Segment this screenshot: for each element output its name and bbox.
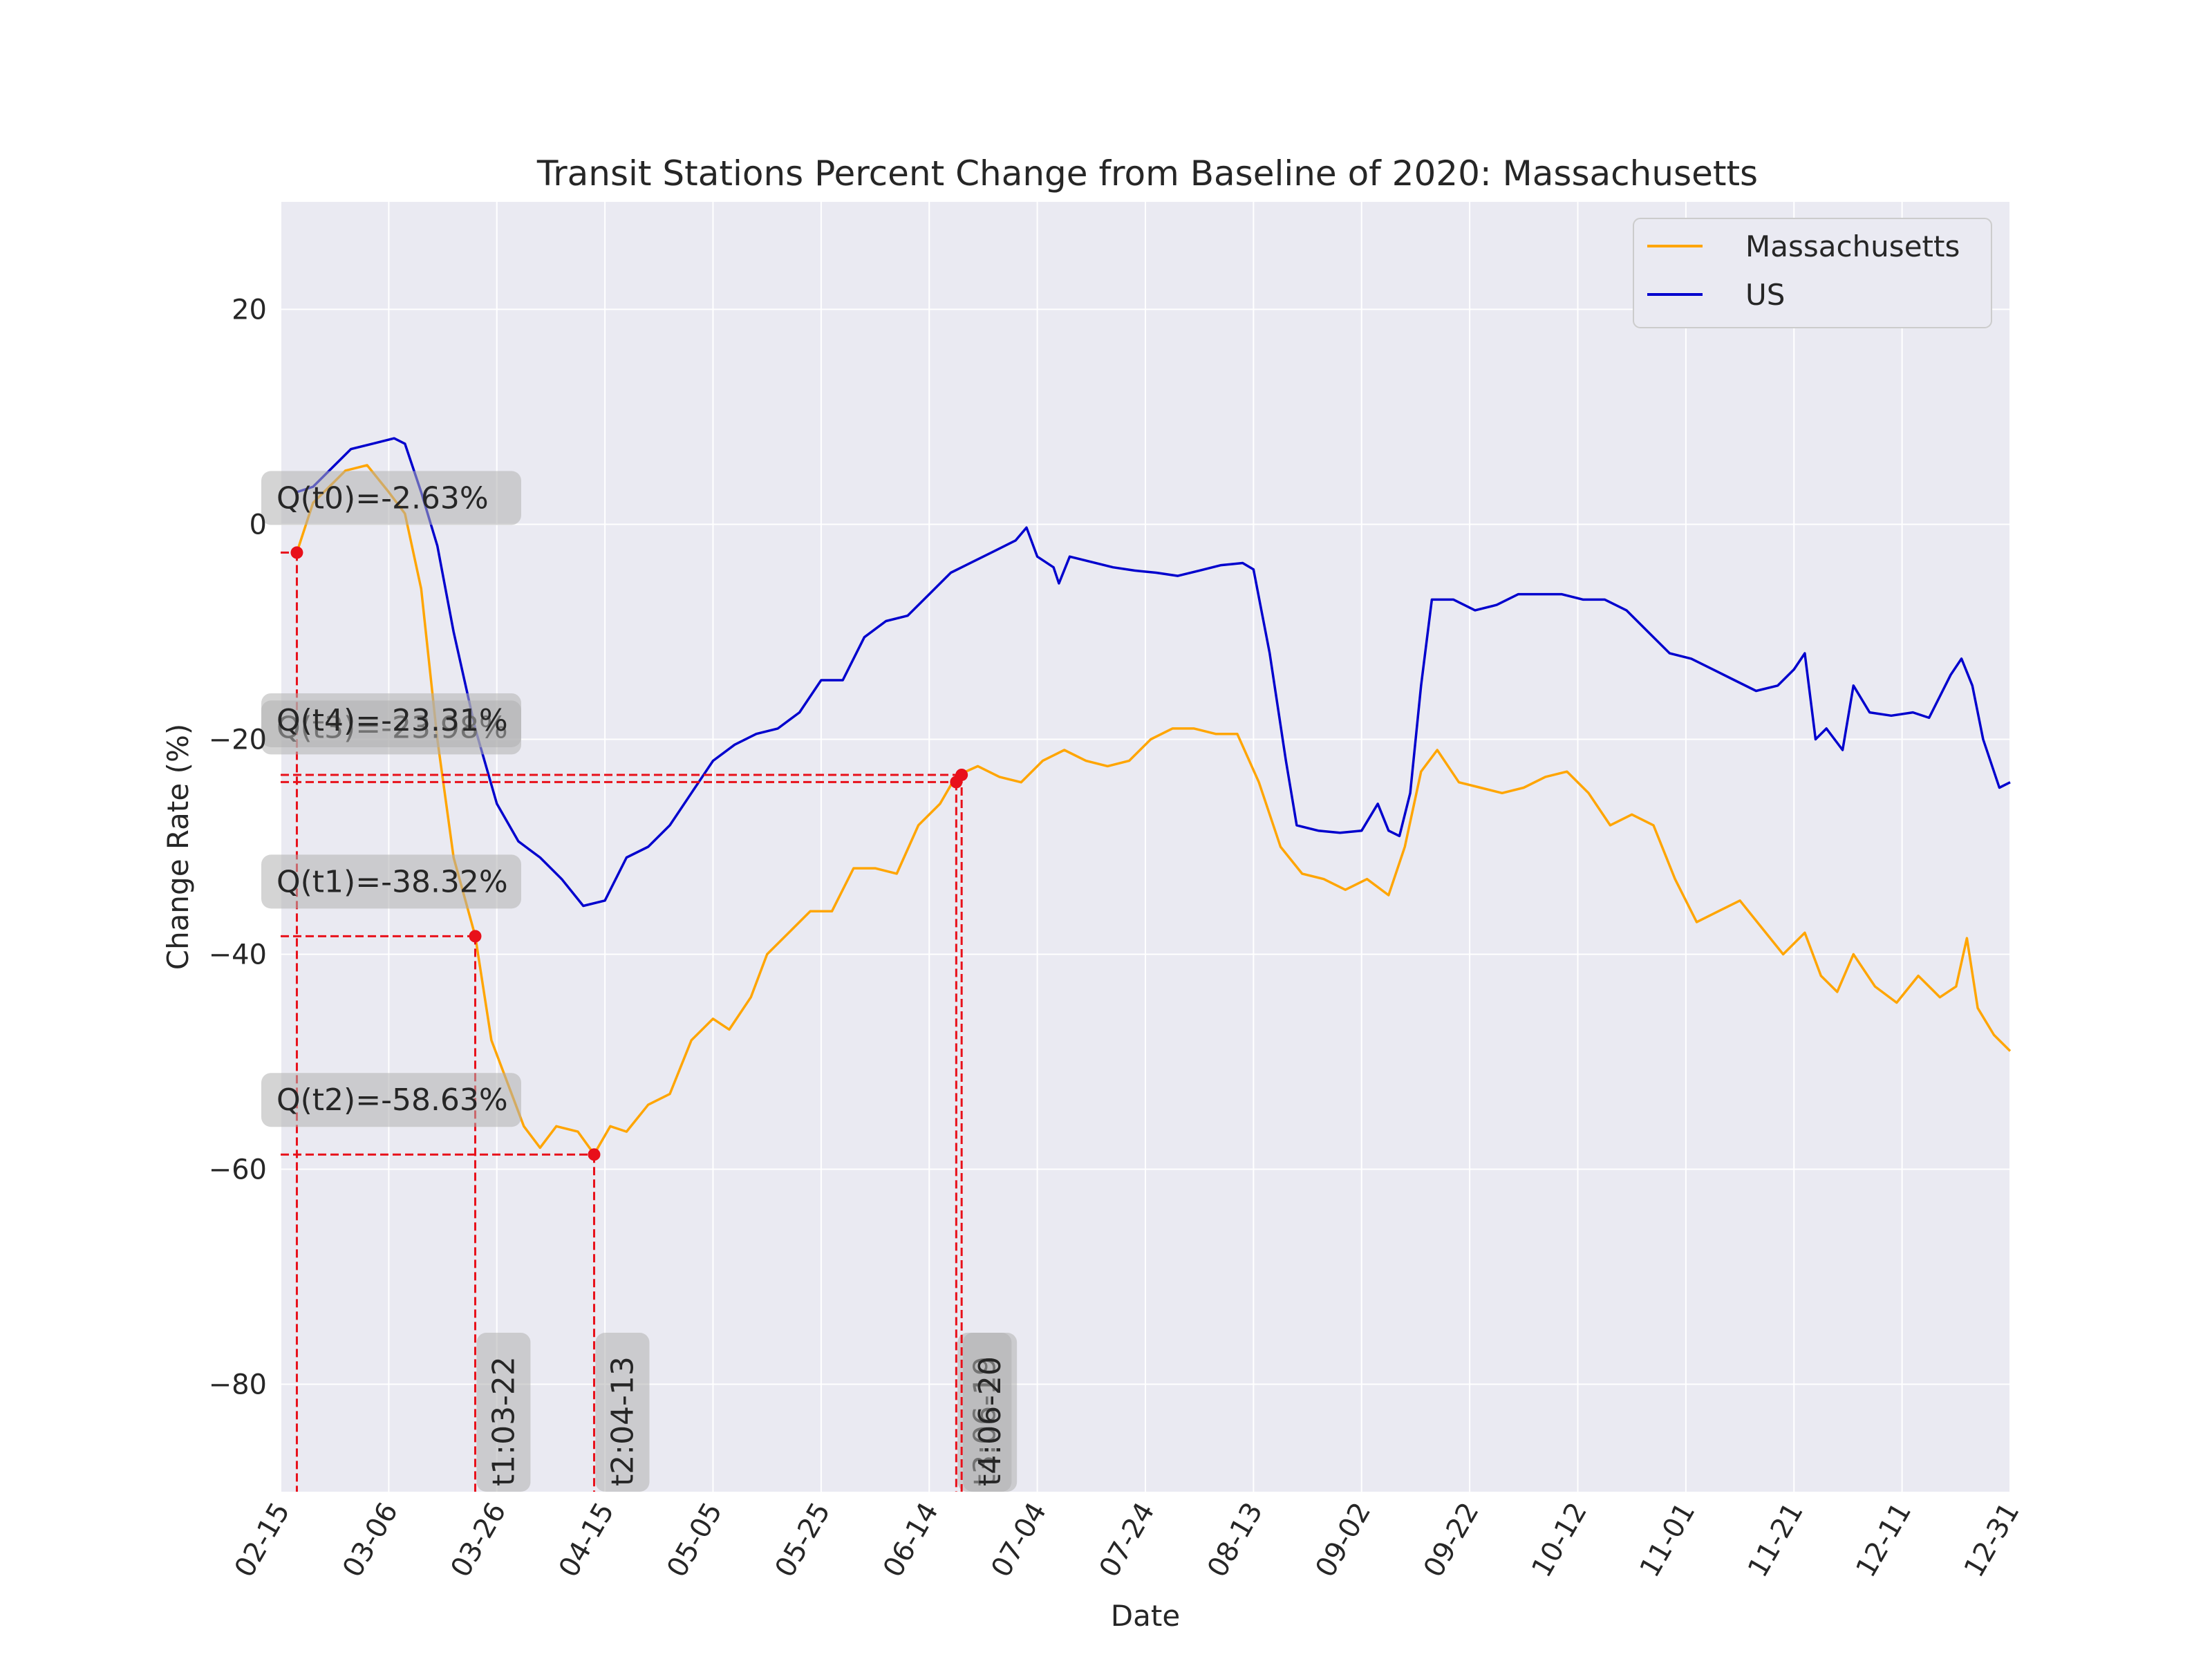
- legend-frame: [1633, 218, 1992, 328]
- value-callout-box-t4: [261, 693, 521, 747]
- y-axis-label: Change Rate (%): [161, 724, 195, 971]
- x-tick-label: 12-11: [1850, 1497, 1918, 1583]
- grid: [280, 202, 2011, 1492]
- y-tick-labels: 20 0 −20 −40 −60 −80: [209, 294, 267, 1401]
- point-marker-t1: [469, 930, 482, 943]
- date-callout-t1: t1:03-22: [486, 1356, 521, 1486]
- x-tick-label: 04-15: [553, 1497, 621, 1583]
- y-tick-label: −80: [209, 1369, 267, 1401]
- value-callout-t1: Q(t1)=-38.32%: [276, 864, 508, 899]
- x-tick-label: 10-12: [1526, 1497, 1593, 1583]
- date-callout-t2: t2:04-13: [605, 1356, 640, 1486]
- x-tick-label: 08-13: [1201, 1497, 1269, 1583]
- x-tick-label: 07-24: [1094, 1497, 1161, 1583]
- y-tick-label: −60: [209, 1154, 267, 1186]
- value-callout-t2: Q(t2)=-58.63%: [276, 1082, 508, 1118]
- x-tick-label: 03-26: [444, 1497, 512, 1583]
- legend-label-massachusetts: Massachusetts: [1745, 229, 1960, 263]
- x-tick-label: 11-21: [1742, 1497, 1810, 1583]
- y-tick-label: −20: [209, 724, 267, 756]
- series-lines: [295, 437, 2012, 1156]
- x-tick-label: 11-01: [1634, 1497, 1702, 1583]
- date-callout-box-t4: [963, 1333, 1018, 1492]
- value-callout-box-t1: [261, 854, 521, 909]
- x-tick-label: 03-06: [337, 1497, 404, 1583]
- y-tick-label: 20: [232, 294, 267, 326]
- series-line-us: [296, 437, 2011, 908]
- date-callout-box-t2: [595, 1333, 650, 1492]
- x-tick-label: 09-22: [1418, 1497, 1485, 1583]
- y-tick-label: −40: [209, 939, 267, 971]
- x-tick-label: 09-02: [1309, 1497, 1377, 1583]
- x-tick-label: 12-31: [1958, 1497, 2026, 1583]
- value-callout-t4: Q(t4)=-23.31%: [276, 703, 508, 738]
- point-marker-t4: [955, 768, 968, 781]
- x-tick-labels: 02-15 03-06 03-26 04-15 05-05 05-25 06-14 07-04…: [229, 1497, 2026, 1583]
- x-tick-label: 06-14: [877, 1497, 945, 1583]
- x-tick-label: 07-04: [985, 1497, 1053, 1583]
- x-tick-label: 05-25: [769, 1497, 837, 1583]
- legend-label-us: US: [1745, 278, 1785, 312]
- date-callout-t4: t4:06-20: [973, 1356, 1008, 1486]
- x-tick-label: 05-05: [661, 1497, 729, 1583]
- value-callout-t0: Q(t0)=-2.63%: [276, 480, 489, 516]
- series-line-massachusetts: [295, 464, 2012, 1156]
- x-axis-label: Date: [1111, 1599, 1180, 1633]
- annotations: Q(t0)=-2.63% Q(t1)=-38.32% t1:03-22 Q(t2)=-…: [261, 471, 1018, 1492]
- y-tick-label: 0: [250, 509, 267, 541]
- x-tick-label: 02-15: [229, 1497, 297, 1583]
- point-marker-t0: [290, 546, 303, 559]
- point-marker-t2: [588, 1148, 601, 1161]
- date-callout-box-t1: [476, 1333, 531, 1492]
- value-callout-box-t0: [261, 471, 521, 525]
- value-callout-box-t2: [261, 1073, 521, 1127]
- legend: Massachusetts US: [1633, 218, 1992, 328]
- chart-title: Transit Stations Percent Change from Bas…: [536, 153, 1758, 194]
